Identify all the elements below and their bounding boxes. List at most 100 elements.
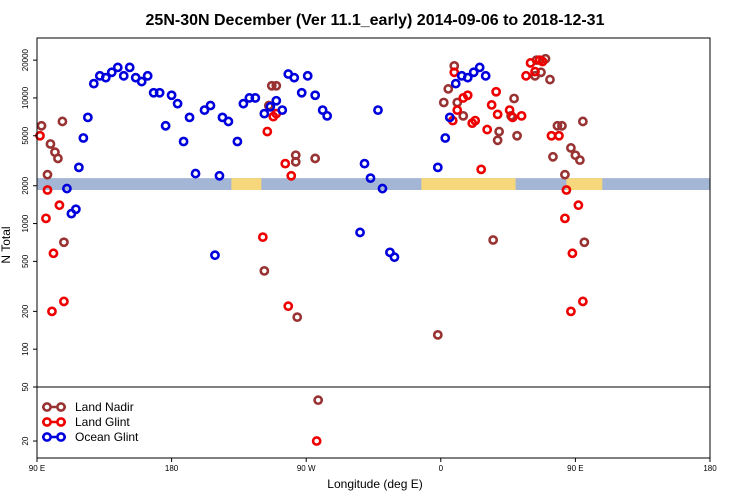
band-land-0 [231,178,262,190]
point [136,76,147,87]
point [283,301,294,312]
point [292,312,303,323]
point [507,112,518,123]
y-tick-label: 20000 [21,48,30,71]
point [480,70,491,81]
point [566,143,576,153]
point [106,67,117,78]
point [41,213,51,224]
y-tick-label: 500 [21,254,30,268]
point [54,200,65,211]
point [440,133,451,143]
point [377,183,388,194]
point [548,151,558,162]
point [124,62,135,73]
point [271,80,282,91]
point [259,108,270,119]
legend-marker [56,432,66,442]
point [277,105,288,116]
y-tick-label: 2000 [21,176,30,194]
point [373,105,383,116]
point [560,213,570,224]
point [210,250,220,261]
point [178,136,189,147]
point [280,158,291,169]
y-tick-lower-label: 20 [21,436,30,445]
point [286,170,297,181]
point [265,101,276,112]
point [509,93,519,104]
legend-label: Ocean Glint [75,430,139,444]
point [250,93,261,103]
point [521,70,531,81]
series-points [35,53,590,446]
point [82,112,93,123]
point [452,105,463,116]
x-tick-label: 180 [703,464,717,473]
point [554,130,564,141]
point [566,306,576,317]
point [438,97,449,108]
point [530,66,540,77]
legend-label: Land Glint [75,415,130,429]
point [491,86,502,97]
point [525,58,536,68]
point [78,133,89,143]
point [184,112,195,123]
point [577,116,588,127]
point [57,116,68,127]
point [389,252,400,263]
point [47,306,57,317]
point [561,185,572,195]
point [310,153,321,164]
point [59,237,69,248]
series-land-nadir [36,53,590,406]
point [450,78,461,89]
point [70,204,81,215]
point [432,329,443,340]
point [486,100,497,110]
y-tick-label: 5000 [21,126,30,144]
point [259,265,270,276]
point [537,56,548,67]
point [317,105,328,116]
point [355,227,365,238]
legend-marker [56,417,66,427]
point [205,100,216,111]
point [88,78,99,89]
point [199,105,210,116]
series-land-glint [35,55,588,446]
point [296,87,307,98]
legend-marker [56,402,66,412]
point [574,155,585,166]
point [166,90,177,101]
point [142,70,153,81]
point [567,248,578,259]
legend-marker [42,432,52,442]
band-ocean [37,178,710,190]
point [73,162,84,173]
retrieval-band [37,178,710,190]
point [238,98,249,109]
point [36,120,47,131]
series-ocean-glint [62,62,491,263]
point [365,173,376,184]
point [322,110,333,121]
x-axis-label: Longitude (deg E) [327,477,422,491]
point [154,87,165,98]
point [45,139,56,149]
point [432,162,443,173]
point [53,153,63,164]
point [172,98,183,109]
point [462,72,473,83]
point [545,74,555,85]
point [289,72,300,83]
point [359,158,370,169]
point [468,67,479,78]
point [42,185,53,195]
point [546,130,557,141]
legend-marker [42,402,52,412]
x-tick-label: 90 E [567,464,583,473]
point [257,232,268,243]
